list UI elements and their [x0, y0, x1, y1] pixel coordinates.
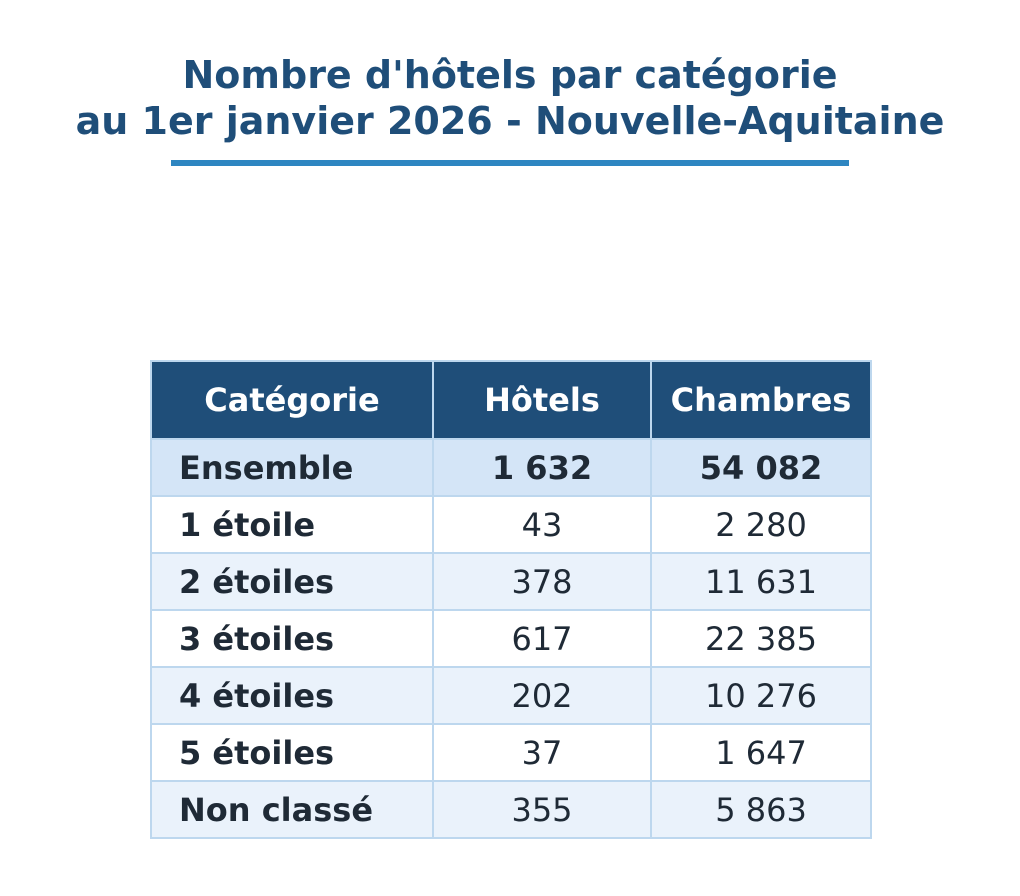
cell-category: 4 étoiles: [150, 666, 434, 725]
cell-rooms: 11 631: [650, 552, 872, 611]
table-row: 2 étoiles 378 11 631: [150, 552, 872, 611]
hotel-category-table-container: Catégorie Hôtels Chambres Ensemble 1 632 5…: [150, 360, 872, 839]
column-header-hotels: Hôtels: [432, 360, 652, 440]
cell-category: 2 étoiles: [150, 552, 434, 611]
cell-category: Non classé: [150, 780, 434, 839]
table-row: Ensemble 1 632 54 082: [150, 438, 872, 497]
cell-category: 3 étoiles: [150, 609, 434, 668]
cell-hotels: 202: [432, 666, 652, 725]
chart-title: Nombre d'hôtels par catégorie au 1er jan…: [0, 52, 1020, 144]
cell-hotels: 617: [432, 609, 652, 668]
cell-hotels: 1 632: [432, 438, 652, 497]
table-row: 3 étoiles 617 22 385: [150, 609, 872, 668]
cell-rooms: 22 385: [650, 609, 872, 668]
cell-rooms: 54 082: [650, 438, 872, 497]
column-header-rooms: Chambres: [650, 360, 872, 440]
table-header-row: Catégorie Hôtels Chambres: [150, 360, 872, 440]
table-row: Non classé 355 5 863: [150, 780, 872, 839]
cell-rooms: 1 647: [650, 723, 872, 782]
hotel-category-table: Catégorie Hôtels Chambres Ensemble 1 632 5…: [150, 360, 872, 839]
cell-rooms: 2 280: [650, 495, 872, 554]
table-row: 5 étoiles 37 1 647: [150, 723, 872, 782]
title-underline: [171, 160, 849, 166]
cell-category: Ensemble: [150, 438, 434, 497]
table-body: Ensemble 1 632 54 082 1 étoile 43 2 280 2 étoi…: [150, 438, 872, 839]
table-row: 4 étoiles 202 10 276: [150, 666, 872, 725]
cell-hotels: 43: [432, 495, 652, 554]
cell-category: 1 étoile: [150, 495, 434, 554]
cell-category: 5 étoiles: [150, 723, 434, 782]
cell-hotels: 37: [432, 723, 652, 782]
cell-rooms: 5 863: [650, 780, 872, 839]
table-row: 1 étoile 43 2 280: [150, 495, 872, 554]
cell-rooms: 10 276: [650, 666, 872, 725]
cell-hotels: 355: [432, 780, 652, 839]
chart-title-line-2: au 1er janvier 2026 - Nouvelle-Aquitaine: [75, 99, 945, 143]
cell-hotels: 378: [432, 552, 652, 611]
column-header-category: Catégorie: [150, 360, 434, 440]
chart-title-line-1: Nombre d'hôtels par catégorie: [182, 53, 838, 97]
